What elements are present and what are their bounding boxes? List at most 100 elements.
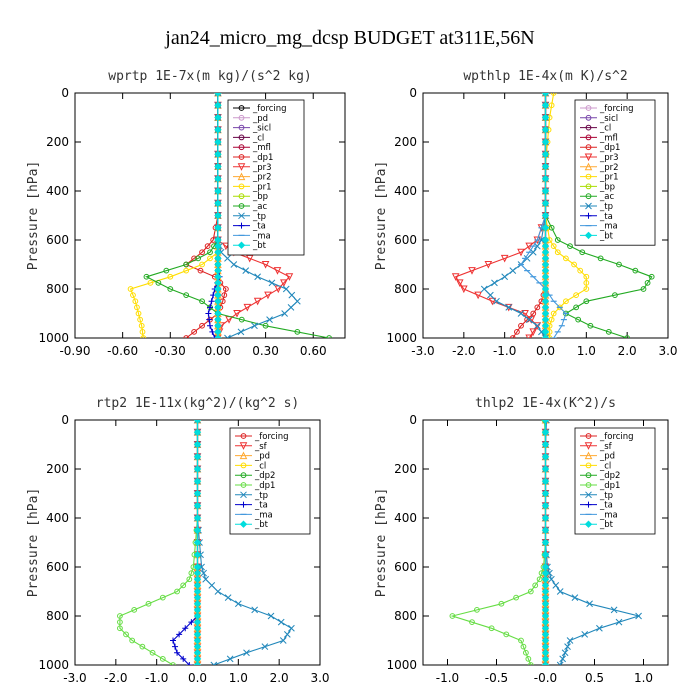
series-point-dp1 [520, 643, 527, 650]
legend-label: _sf [254, 442, 268, 452]
series-point-ta [170, 637, 176, 644]
y-tick-label: 1000 [386, 331, 417, 345]
legend-label: _cl [254, 461, 266, 471]
legend-marker [585, 114, 592, 121]
series-point-pr3 [488, 297, 497, 306]
series-point-pr3 [533, 322, 542, 330]
series-point-tp [538, 328, 545, 336]
x-tick-label: 0.5 [585, 671, 604, 685]
series-point-bt [193, 642, 202, 651]
panel-title: thlp2 1E-4x(K^2)/s [475, 396, 616, 411]
series-point-tp [487, 291, 494, 299]
series-point-bt [193, 465, 202, 473]
series-point-dp1 [183, 335, 190, 338]
series-point-pr3 [455, 279, 464, 287]
legend-marker [585, 462, 592, 469]
x-tick-label: -3.0 [411, 344, 434, 358]
series-point-ac [579, 249, 586, 256]
series-point-dp1 [523, 649, 529, 656]
series-point-dp1 [514, 328, 520, 335]
series-point-dp1 [509, 335, 516, 338]
legend-marker [238, 144, 245, 151]
series-point-bt [193, 569, 202, 577]
series-point-dp1 [532, 582, 539, 589]
legend-marker [585, 134, 592, 141]
series-point-pr1 [548, 316, 555, 323]
legend-label: _tp [599, 491, 613, 501]
series-point-tp [230, 261, 238, 268]
series-point-bt [214, 138, 222, 146]
series-point-pr1 [571, 261, 577, 268]
series-point-tp [226, 655, 234, 663]
legend-label: _forcing [599, 432, 634, 442]
series-point-ta [188, 619, 195, 626]
legend-marker [585, 202, 592, 210]
series-point-tp [517, 310, 525, 317]
series-point-bt [541, 150, 550, 158]
series-point-bt [541, 514, 550, 522]
x-tick-label: 1.0 [229, 671, 248, 685]
series-point-pr1 [563, 298, 569, 305]
series-point-dp1 [534, 304, 541, 311]
series-point-pr3 [264, 291, 272, 300]
series-point-dp1 [117, 613, 123, 619]
legend-marker [240, 501, 247, 508]
legend-label: _ma [254, 510, 273, 520]
series-line-dp1 [512, 93, 547, 338]
x-tick-label: -1.0 [436, 671, 459, 685]
series-point-bt [541, 126, 550, 134]
legend-label: _dp1 [599, 481, 620, 491]
series-point-bt [541, 581, 550, 590]
series-point-pr1 [550, 310, 557, 317]
series-point-bt [541, 328, 550, 336]
series-point-ta [172, 643, 179, 650]
series-point-dp1 [159, 655, 166, 662]
series-point-dp1 [139, 643, 146, 650]
series-point-bt [193, 428, 202, 436]
series-point-dp1 [449, 613, 456, 619]
series-point-pr3 [468, 267, 476, 275]
series-point-dp1 [199, 249, 205, 256]
series-point-ac [644, 279, 651, 286]
series-point-ac [597, 255, 604, 262]
series-point-ac [155, 279, 162, 286]
legend-marker [585, 212, 592, 219]
legend-marker [240, 433, 247, 439]
legend-label: _ma [599, 510, 618, 520]
series-point-bt [541, 266, 550, 275]
series-point-bt [214, 187, 222, 195]
series-point-ac [195, 255, 201, 262]
series-point-dp1 [117, 619, 123, 626]
series-point-tp [251, 606, 259, 614]
y-tick-label: 400 [46, 184, 69, 198]
series-point-bt [193, 526, 202, 534]
series-point-dp1 [197, 267, 204, 274]
series-point-tp [571, 594, 579, 601]
series-point-bt [541, 162, 550, 171]
series-point-bt [214, 126, 222, 134]
series-point-bt [214, 279, 222, 287]
series-point-bt [541, 569, 550, 577]
y-tick-label: 600 [394, 233, 417, 247]
series-point-tp [282, 285, 290, 293]
x-tick-label: -2.0 [452, 344, 475, 358]
series-point-dp1 [170, 662, 176, 665]
series-point-pr1 [583, 286, 590, 292]
series-point-tp [533, 242, 541, 250]
legend-label: _dp1 [252, 153, 273, 163]
series-point-dp1 [503, 631, 510, 638]
legend-label: _pr2 [252, 173, 272, 183]
series-point-ta [211, 335, 218, 338]
x-tick-label: -0.60 [107, 344, 138, 358]
series-point-bt [193, 514, 202, 522]
legend-marker [238, 183, 245, 190]
legend-marker [585, 124, 592, 131]
chart-panel-3: rtp2 1E-11x(kg^2)/(kg^2 s) Pressure [hPa]… [26, 396, 330, 685]
series-point-bt [541, 428, 550, 436]
series-point-tp [505, 304, 513, 311]
legend-label: _bp [252, 192, 268, 202]
y-axis-label: Pressure [hPa] [374, 161, 389, 271]
series-point-bt [541, 606, 550, 614]
series-point-pr1 [147, 279, 154, 286]
legend-marker [585, 183, 592, 190]
